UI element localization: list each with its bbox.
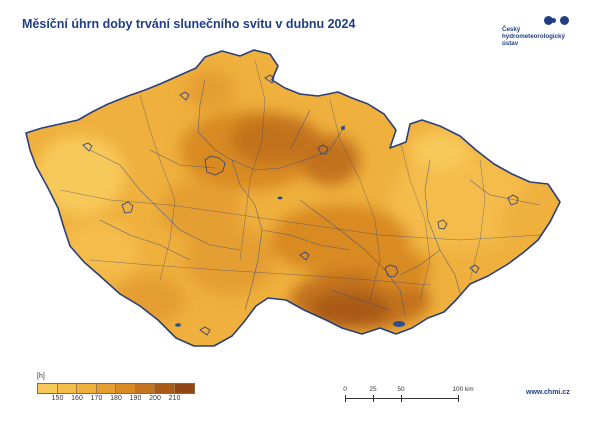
lake-nove-mlyny [393, 321, 405, 327]
legend-swatch [57, 384, 77, 393]
logo-line-1: Český [502, 26, 521, 33]
legend-swatch [38, 384, 58, 393]
city-brno [384, 264, 399, 278]
legend-bar [37, 383, 195, 394]
scale-tick [373, 395, 374, 402]
lakes [175, 126, 405, 327]
scale-label-25: 25 [369, 386, 377, 393]
district-borders [59, 59, 541, 301]
legend-tick-label: 180 [110, 395, 122, 402]
legend-swatch [116, 384, 136, 393]
map-title: Měsíční úhrn doby trvání slunečního svit… [22, 17, 356, 31]
legend-tick-label: 200 [149, 395, 161, 402]
legend-unit: [h] [37, 373, 45, 380]
legend-tick-label: 210 [168, 395, 181, 402]
city-outlines [82, 74, 519, 336]
city-liberec [264, 74, 275, 84]
legend-tick-label: 190 [129, 395, 142, 402]
city-ceske-budejovice [199, 326, 211, 336]
city-prague [204, 155, 226, 176]
legend-swatch [155, 384, 175, 393]
scale-label-50: 50 [397, 386, 405, 393]
legend-swatch [174, 384, 194, 393]
scale-label-100: 100 km [452, 386, 474, 393]
city-karlovy-vary [82, 142, 93, 152]
rivers [89, 79, 541, 316]
scale-tick [458, 395, 459, 402]
legend-swatch [96, 384, 116, 393]
logo-line-3: ústav [502, 40, 519, 47]
lake [341, 126, 345, 130]
legend-tick-label: 150 [51, 395, 64, 402]
legend-swatch [77, 384, 97, 393]
source-url: www.chmi.cz [526, 389, 570, 396]
city-hradec [317, 144, 329, 155]
city-jihlava [299, 251, 310, 261]
lake-lipno [175, 323, 181, 327]
scale-label-0: 0 [343, 386, 347, 393]
scale-line [345, 398, 459, 399]
city-usti [179, 91, 190, 101]
lake [277, 196, 283, 200]
city-ostrava [507, 194, 519, 206]
legend-tick-label: 160 [71, 395, 83, 402]
chmi-logo-mark-icon [544, 16, 574, 26]
legend-swatch [135, 384, 155, 393]
legend-tick-label: 170 [90, 395, 103, 402]
city-plzen [121, 201, 134, 214]
city-olomouc [437, 219, 448, 230]
country-border [25, 49, 561, 347]
logo-line-2: hydrometeorologický [502, 33, 565, 40]
scale-tick [345, 395, 346, 402]
city-zlin [469, 264, 480, 274]
scale-tick [401, 395, 402, 402]
chmi-logo: Český hydrometeorologický ústav [502, 16, 582, 50]
